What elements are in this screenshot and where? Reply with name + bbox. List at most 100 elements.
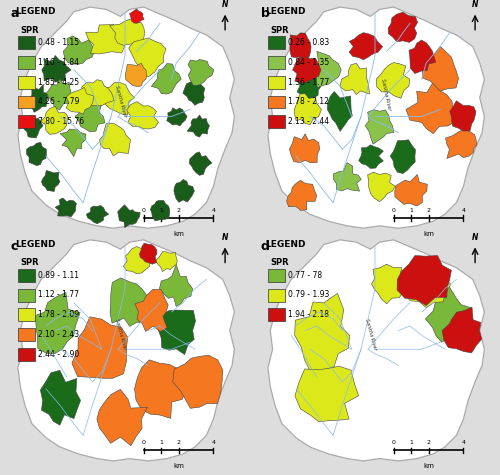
Text: 4: 4 [212, 208, 216, 213]
Text: Sankha River: Sankha River [114, 318, 128, 350]
Polygon shape [46, 79, 71, 110]
Text: 4: 4 [462, 440, 466, 446]
Text: km: km [173, 463, 184, 469]
Text: 1.16 - 1.84: 1.16 - 1.84 [38, 58, 78, 67]
Polygon shape [388, 12, 418, 42]
Text: 2: 2 [176, 208, 180, 213]
Text: km: km [423, 463, 434, 469]
Text: Sankha River: Sankha River [364, 318, 378, 350]
Text: 2.10 - 2.43: 2.10 - 2.43 [38, 330, 79, 339]
Text: N: N [222, 233, 228, 242]
Text: 4: 4 [212, 440, 216, 446]
Polygon shape [134, 360, 187, 418]
Text: 7.80 - 15.76: 7.80 - 15.76 [38, 117, 84, 126]
Polygon shape [40, 370, 80, 425]
Polygon shape [42, 56, 71, 82]
Text: 2.13 - 2.44: 2.13 - 2.44 [288, 117, 329, 126]
Polygon shape [156, 251, 178, 272]
Polygon shape [174, 180, 195, 202]
Polygon shape [450, 101, 476, 131]
Polygon shape [442, 307, 482, 353]
Text: 2: 2 [426, 208, 430, 213]
Polygon shape [18, 240, 234, 461]
Text: N: N [472, 0, 478, 10]
Polygon shape [66, 87, 94, 114]
Text: 2: 2 [176, 440, 180, 446]
Text: SPR: SPR [20, 26, 39, 35]
Text: Sankha River: Sankha River [114, 85, 128, 117]
Text: 1: 1 [159, 440, 163, 446]
Polygon shape [82, 80, 114, 106]
Text: 0.84 - 1.35: 0.84 - 1.35 [288, 58, 329, 67]
Polygon shape [18, 7, 234, 228]
Polygon shape [340, 63, 370, 95]
Text: b: b [261, 7, 270, 20]
Polygon shape [110, 278, 148, 326]
FancyBboxPatch shape [268, 289, 285, 302]
Text: 2: 2 [426, 440, 430, 446]
Text: km: km [173, 230, 184, 237]
Polygon shape [166, 108, 187, 126]
Polygon shape [135, 289, 168, 332]
FancyBboxPatch shape [18, 36, 36, 49]
Polygon shape [72, 317, 128, 378]
Text: 1: 1 [159, 208, 163, 213]
Text: 0.48 - 1.15: 0.48 - 1.15 [38, 38, 79, 47]
Polygon shape [158, 310, 196, 355]
Polygon shape [328, 92, 352, 132]
Polygon shape [160, 264, 192, 306]
Polygon shape [26, 142, 46, 166]
Text: LEGEND: LEGEND [266, 7, 306, 16]
Polygon shape [118, 205, 140, 228]
FancyBboxPatch shape [18, 115, 36, 128]
Polygon shape [130, 9, 144, 23]
Polygon shape [183, 80, 205, 105]
FancyBboxPatch shape [18, 95, 36, 108]
Polygon shape [395, 174, 428, 206]
Polygon shape [187, 115, 210, 137]
Polygon shape [75, 104, 105, 132]
Polygon shape [390, 140, 415, 173]
Text: LEGEND: LEGEND [266, 240, 306, 249]
Polygon shape [290, 33, 311, 58]
Text: SPR: SPR [270, 26, 289, 35]
Polygon shape [365, 110, 394, 144]
Polygon shape [189, 152, 212, 175]
Text: 1.36 - 1.77: 1.36 - 1.77 [288, 77, 329, 86]
Polygon shape [294, 294, 350, 373]
Text: km: km [423, 230, 434, 237]
Text: 0: 0 [392, 440, 396, 446]
Polygon shape [86, 206, 108, 224]
FancyBboxPatch shape [18, 308, 36, 321]
Text: 0: 0 [142, 208, 146, 213]
Polygon shape [55, 198, 76, 217]
Polygon shape [128, 38, 166, 77]
Text: LEGEND: LEGEND [16, 240, 56, 249]
Text: 1.78 - 2.12: 1.78 - 2.12 [288, 97, 329, 106]
Polygon shape [349, 33, 382, 60]
Text: 2.44 - 2.90: 2.44 - 2.90 [38, 350, 79, 359]
Polygon shape [173, 355, 223, 408]
Polygon shape [295, 366, 358, 422]
Text: 1.85 - 4.25: 1.85 - 4.25 [38, 77, 79, 86]
Polygon shape [376, 63, 410, 98]
Polygon shape [110, 19, 144, 45]
Polygon shape [60, 129, 86, 157]
Polygon shape [368, 172, 395, 202]
Text: 0: 0 [392, 208, 396, 213]
Polygon shape [42, 171, 60, 191]
Polygon shape [294, 94, 322, 124]
FancyBboxPatch shape [18, 269, 36, 282]
Text: 0.77 - 78: 0.77 - 78 [288, 271, 322, 280]
Polygon shape [86, 25, 127, 54]
FancyBboxPatch shape [18, 289, 36, 302]
Polygon shape [297, 73, 321, 98]
Polygon shape [102, 83, 134, 115]
Polygon shape [124, 247, 150, 274]
Polygon shape [397, 256, 452, 305]
Polygon shape [446, 129, 477, 159]
FancyBboxPatch shape [18, 328, 36, 341]
Polygon shape [100, 123, 130, 156]
Polygon shape [31, 85, 48, 112]
Polygon shape [409, 40, 436, 74]
